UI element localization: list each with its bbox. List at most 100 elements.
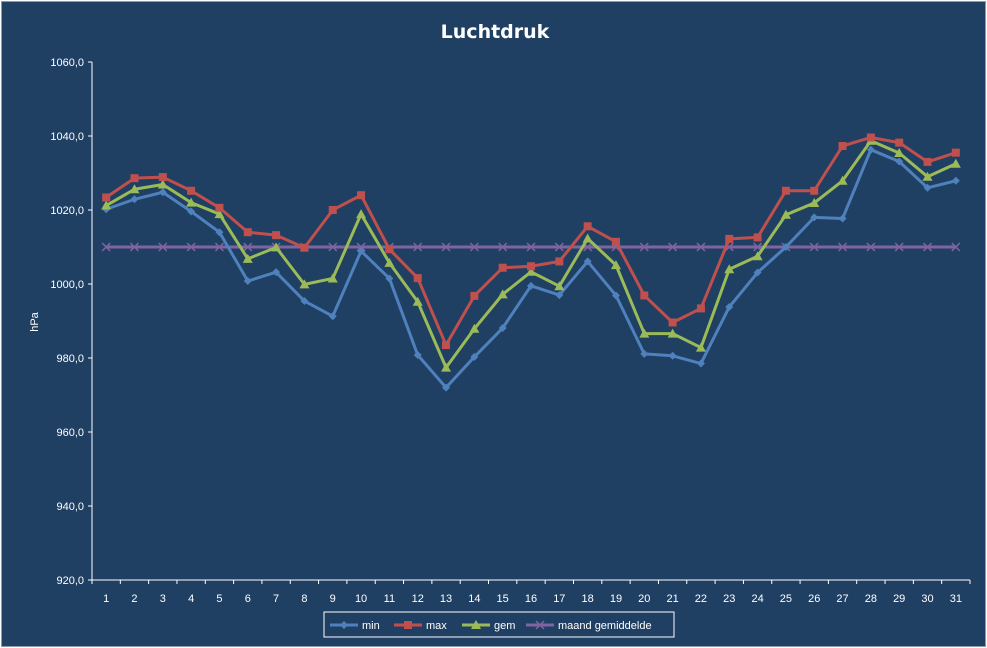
data-point-maand-gemiddelde: [922, 242, 933, 252]
legend-box: [323, 611, 675, 638]
y-tick-label: 940,0: [56, 501, 84, 513]
data-point-max: [810, 186, 819, 195]
x-tick-label: 13: [440, 593, 452, 605]
data-point-maand-gemiddelde: [554, 242, 564, 252]
legend-label: min: [362, 620, 380, 632]
x-ticks: 1 2 3 4 5 6 7 8 9 10 11 12 13 14 15 16 17 18 19 20 21 22 23 24 2…: [91, 580, 971, 605]
data-point-maand-gemiddelde: [441, 242, 451, 252]
data-point-min: [215, 228, 224, 237]
data-point-gem: [441, 362, 452, 372]
data-point-min: [923, 183, 932, 192]
data-point-max: [498, 263, 507, 272]
data-point-gem: [695, 342, 706, 352]
data-point-gem: [752, 251, 763, 261]
data-point-max: [611, 237, 620, 246]
data-point-min: [838, 214, 847, 223]
data-point-gem: [384, 257, 395, 267]
data-point-min: [555, 291, 564, 300]
data-point-maand-gemiddelde: [186, 242, 196, 252]
x-tick-label: 11: [384, 593, 395, 605]
y-ticks: 920,0 940,0 960,0 980,0 1000,0 1020,0 1040,0 10…: [50, 57, 92, 587]
data-point-gem: [497, 289, 508, 299]
data-point-min: [187, 207, 196, 216]
data-point-gem: [837, 175, 848, 185]
data-point-maand-gemiddelde: [696, 242, 706, 252]
data-point-max: [328, 206, 337, 214]
legend-label: max: [426, 620, 447, 632]
y-axis-label: hPa: [29, 311, 41, 331]
data-point-gem: [242, 253, 253, 263]
data-point-max: [442, 341, 451, 350]
data-point-gem: [724, 264, 735, 274]
data-point-min: [696, 359, 705, 368]
legend-item-min: min: [330, 620, 380, 632]
data-point-max: [215, 203, 224, 212]
data-point-min: [866, 145, 875, 154]
data-point-gem: [894, 148, 905, 158]
data-point-min: [725, 302, 734, 311]
data-point-min: [611, 291, 620, 300]
x-tick-label: 19: [610, 593, 622, 605]
data-point-maand-gemiddelde: [951, 242, 961, 252]
x-tick-label: 4: [188, 593, 194, 605]
legend-label: maand gemiddelde: [558, 620, 652, 632]
data-point-max: [413, 274, 422, 283]
x-tick-label: 17: [553, 593, 565, 605]
data-point-max: [781, 186, 790, 195]
data-point-gem: [639, 328, 650, 338]
data-point-gem: [610, 260, 621, 270]
x-tick-label: 12: [412, 593, 424, 605]
legend-item-max: max: [394, 620, 447, 632]
series-line-max: [105, 135, 957, 347]
series-max: [102, 133, 960, 350]
data-point-min: [158, 188, 167, 197]
data-point-max: [357, 191, 366, 200]
x-tick-label: 20: [638, 593, 650, 605]
legend-swatch-marker: [404, 621, 412, 629]
data-point-min: [413, 351, 422, 360]
data-point-gem: [186, 197, 197, 207]
data-point-min: [498, 324, 507, 333]
y-tick-label: 960,0: [56, 427, 84, 439]
data-point-maand-gemiddelde: [356, 242, 366, 252]
x-tick-label: 10: [355, 593, 367, 605]
axes: [91, 62, 970, 581]
data-point-min: [130, 195, 139, 204]
data-point-max: [130, 174, 139, 183]
y-tick-label: 1060,0: [50, 57, 84, 69]
data-point-min: [781, 243, 790, 251]
data-point-max: [583, 222, 592, 231]
data-point-gem: [214, 209, 225, 219]
x-tick-label: 29: [893, 593, 905, 605]
data-point-maand-gemiddelde: [526, 242, 536, 252]
data-point-gem: [129, 184, 140, 194]
data-point-maand-gemiddelde: [498, 242, 508, 252]
data-point-maand-gemiddelde: [838, 242, 848, 252]
x-tick-label: 5: [216, 593, 222, 605]
x-tick-label: 22: [695, 593, 707, 605]
data-point-gem: [922, 171, 933, 181]
legend-swatch-marker: [340, 621, 348, 629]
data-point-maand-gemiddelde: [413, 242, 423, 252]
data-point-max: [866, 133, 875, 142]
legend-swatch-marker: [471, 620, 481, 629]
data-point-max: [527, 262, 535, 271]
data-point-max: [923, 157, 932, 166]
data-point-max: [385, 245, 394, 254]
data-point-maand-gemiddelde: [753, 242, 763, 252]
data-point-maand-gemiddelde: [129, 242, 140, 252]
data-point-gem: [271, 242, 282, 252]
data-point-max: [243, 228, 252, 237]
x-tick-label: 25: [780, 593, 792, 605]
data-point-maand-gemiddelde: [894, 242, 904, 252]
series-maand-gemiddelde: [101, 242, 961, 252]
data-point-min: [272, 268, 281, 277]
data-point-maand-gemiddelde: [668, 242, 678, 252]
x-tick-label: 24: [751, 593, 763, 605]
data-point-max: [696, 304, 705, 313]
series-gem: [101, 135, 961, 372]
data-point-max: [555, 257, 564, 266]
x-tick-label: 16: [525, 593, 537, 605]
data-point-gem: [809, 197, 820, 207]
